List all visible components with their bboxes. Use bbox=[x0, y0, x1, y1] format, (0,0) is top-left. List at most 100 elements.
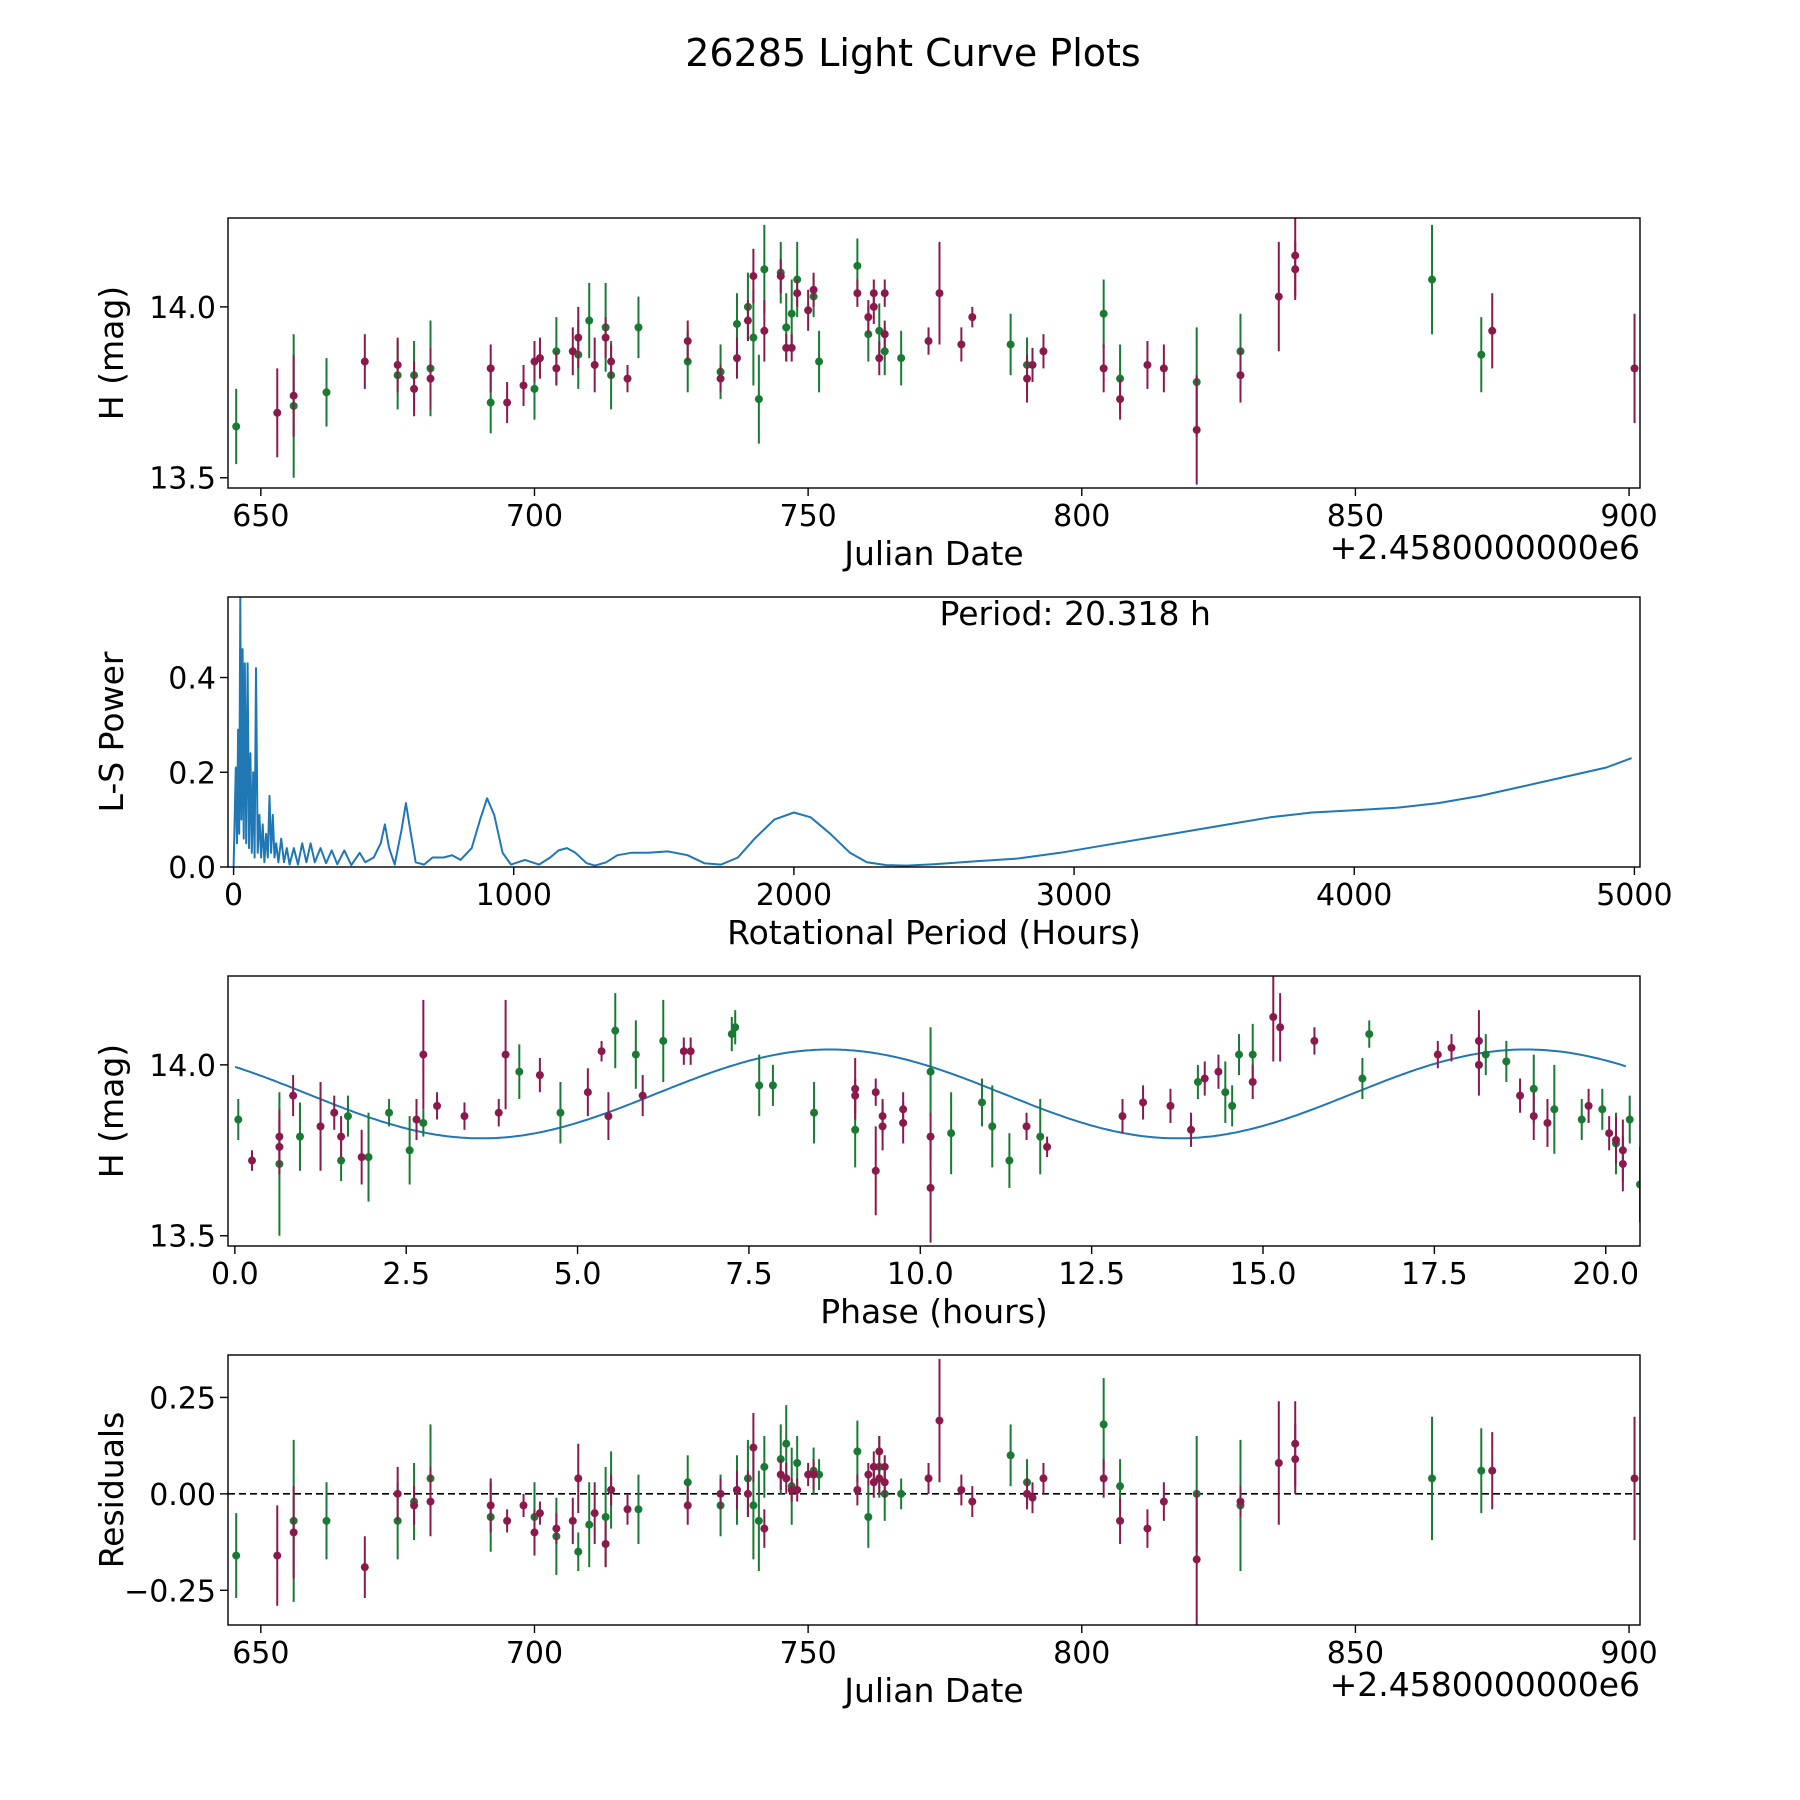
data-point bbox=[853, 289, 862, 298]
data-point bbox=[601, 333, 610, 342]
data-point bbox=[273, 1551, 282, 1560]
data-point bbox=[1502, 1057, 1511, 1066]
data-point bbox=[1023, 374, 1032, 383]
data-point bbox=[1310, 1036, 1319, 1045]
data-point bbox=[853, 261, 862, 270]
data-point bbox=[988, 1122, 997, 1131]
data-point bbox=[275, 1142, 284, 1151]
data-point bbox=[585, 1520, 594, 1529]
x-tick-label: 850 bbox=[1327, 1636, 1384, 1671]
data-point bbox=[385, 1108, 394, 1117]
data-point bbox=[486, 398, 495, 407]
data-point bbox=[683, 337, 692, 346]
data-point bbox=[410, 384, 419, 393]
data-point bbox=[897, 354, 906, 363]
y-tick-label: 0.25 bbox=[149, 1381, 216, 1416]
data-point bbox=[607, 1486, 616, 1494]
data-point bbox=[1099, 1420, 1108, 1429]
data-point bbox=[289, 391, 298, 400]
data-point bbox=[1529, 1084, 1538, 1093]
x-tick-label: 700 bbox=[506, 1636, 563, 1671]
data-point bbox=[583, 1088, 592, 1097]
data-point bbox=[607, 357, 616, 366]
data-point bbox=[393, 360, 402, 369]
data-point bbox=[412, 1115, 421, 1124]
data-point bbox=[1116, 395, 1125, 404]
data-point bbox=[623, 1505, 632, 1514]
data-point bbox=[1228, 1101, 1237, 1110]
series-green bbox=[234, 993, 1640, 1236]
y-tick-label: 14.0 bbox=[149, 291, 216, 326]
data-point bbox=[515, 1067, 524, 1076]
data-point bbox=[552, 364, 561, 373]
data-point bbox=[1221, 1088, 1230, 1097]
panel-phased-curve: 0.0 2.5 5.0 7.5 10.0 12.5 15.0 17.5 20.0 13.5 14.0… bbox=[92, 975, 1641, 1331]
data-point bbox=[782, 1439, 791, 1448]
y-tick-label: 13.5 bbox=[149, 1220, 216, 1255]
y-tick-label: −0.25 bbox=[124, 1574, 216, 1609]
data-point bbox=[460, 1112, 469, 1121]
data-point bbox=[732, 1486, 741, 1494]
data-point bbox=[247, 1156, 256, 1165]
period-annotation: Period: 20.318 h bbox=[940, 594, 1211, 633]
x-axis-label: Rotational Period (Hours) bbox=[727, 913, 1141, 952]
data-point bbox=[638, 1091, 647, 1100]
data-point bbox=[1099, 1474, 1108, 1483]
data-point bbox=[1236, 1497, 1245, 1506]
data-point bbox=[357, 1153, 366, 1162]
data-point bbox=[1187, 1125, 1196, 1134]
x-axis-label: Julian Date bbox=[842, 534, 1024, 573]
data-point bbox=[957, 340, 966, 349]
data-point bbox=[880, 347, 889, 356]
data-point bbox=[1235, 1050, 1244, 1059]
data-point bbox=[552, 1524, 561, 1533]
x-tick-label: 650 bbox=[232, 499, 289, 534]
data-point bbox=[727, 1030, 736, 1039]
data-point bbox=[809, 285, 818, 294]
x-tick-label: 1000 bbox=[476, 878, 552, 913]
data-point bbox=[433, 1101, 442, 1110]
data-point bbox=[815, 1470, 824, 1479]
axes-frame bbox=[227, 975, 1641, 1247]
data-point bbox=[754, 1516, 763, 1525]
series-maroon bbox=[247, 976, 1627, 1243]
x-tick-label: 900 bbox=[1600, 1636, 1657, 1671]
data-point bbox=[1543, 1118, 1552, 1127]
data-point bbox=[1166, 1101, 1175, 1110]
y-tick-label: 14.0 bbox=[149, 1049, 216, 1084]
data-point bbox=[1099, 309, 1108, 318]
data-point bbox=[864, 313, 873, 322]
plot-area bbox=[232, 218, 1639, 485]
data-point bbox=[731, 1023, 740, 1032]
x-tick-label: 650 bbox=[232, 1636, 289, 1671]
data-point bbox=[501, 1050, 510, 1059]
data-point bbox=[743, 1489, 752, 1498]
x-tick-label: 800 bbox=[1053, 499, 1110, 534]
data-point bbox=[782, 343, 791, 352]
periodogram-line bbox=[232, 597, 1632, 867]
x-offset-label: +2.4580000000e6 bbox=[1330, 528, 1640, 567]
y-tick-label: 0.2 bbox=[168, 756, 216, 791]
data-point bbox=[1005, 1156, 1014, 1165]
data-point bbox=[360, 1563, 369, 1572]
data-point bbox=[924, 337, 933, 346]
data-point bbox=[851, 1084, 860, 1093]
x-tick-label: 20.0 bbox=[1572, 1257, 1639, 1292]
data-point bbox=[1214, 1067, 1223, 1076]
data-point bbox=[760, 265, 769, 274]
data-point bbox=[631, 1050, 640, 1059]
data-point bbox=[590, 1509, 599, 1518]
data-point bbox=[232, 422, 241, 431]
data-point bbox=[601, 1513, 610, 1521]
data-point bbox=[1159, 364, 1168, 373]
data-point bbox=[597, 1047, 606, 1056]
data-point bbox=[574, 1474, 583, 1483]
data-point bbox=[1630, 364, 1639, 373]
data-point bbox=[486, 364, 495, 373]
data-point bbox=[1039, 1474, 1048, 1483]
data-point bbox=[875, 1447, 884, 1456]
data-point bbox=[426, 1497, 435, 1506]
data-point bbox=[1291, 1455, 1300, 1464]
data-point bbox=[337, 1156, 346, 1165]
data-point bbox=[749, 1501, 758, 1510]
